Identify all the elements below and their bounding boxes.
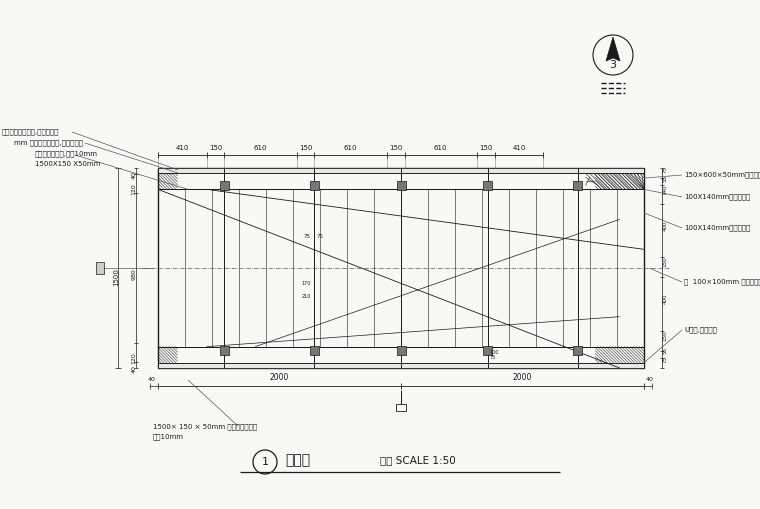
Text: 150×600×50mm椿子桩防腐木衬板,黑色漆饰: 150×600×50mm椿子桩防腐木衬板,黑色漆饰 xyxy=(684,172,760,178)
Text: 170: 170 xyxy=(302,281,311,286)
Bar xyxy=(158,168,644,368)
Text: 75: 75 xyxy=(303,234,311,239)
Polygon shape xyxy=(606,37,620,61)
Text: 3: 3 xyxy=(610,60,616,70)
Text: 桥栏杆防腐木护栏,黑色漆饰面: 桥栏杆防腐木护栏,黑色漆饰面 xyxy=(2,129,59,135)
Text: 400: 400 xyxy=(663,294,667,304)
Text: 1500: 1500 xyxy=(113,268,119,286)
Bar xyxy=(483,346,492,355)
Text: 2000: 2000 xyxy=(513,373,532,382)
Text: 中  100×100mm 椿子桩防腐木枋,黑色: 中 100×100mm 椿子桩防腐木枋,黑色 xyxy=(684,279,760,286)
Text: 75: 75 xyxy=(663,356,667,363)
Text: 140: 140 xyxy=(663,184,667,194)
Text: 120: 120 xyxy=(131,183,137,195)
Text: 980: 980 xyxy=(131,268,137,280)
Bar xyxy=(220,181,229,190)
Bar xyxy=(158,174,177,189)
Text: 610: 610 xyxy=(254,145,268,151)
Text: 610: 610 xyxy=(344,145,357,151)
Bar xyxy=(310,181,319,190)
Bar xyxy=(158,363,644,368)
Text: 210: 210 xyxy=(302,294,311,299)
Text: 150: 150 xyxy=(389,145,402,151)
Text: 100X140mm工字钢横梁: 100X140mm工字钢横梁 xyxy=(684,194,750,201)
Bar xyxy=(158,347,644,368)
Text: 150: 150 xyxy=(479,145,492,151)
Bar xyxy=(595,347,644,363)
Text: 比例 SCALE 1:50: 比例 SCALE 1:50 xyxy=(380,455,456,465)
Text: 150: 150 xyxy=(663,330,667,341)
Bar xyxy=(396,404,406,411)
Bar xyxy=(220,346,229,355)
Text: 150: 150 xyxy=(663,257,667,267)
Bar xyxy=(158,347,177,363)
Text: 55: 55 xyxy=(663,347,667,354)
Bar xyxy=(573,181,582,190)
Text: 100X140mm工字钢横梁: 100X140mm工字钢横梁 xyxy=(684,224,750,231)
Text: 410: 410 xyxy=(512,145,526,151)
Text: 610: 610 xyxy=(434,145,448,151)
Text: 75: 75 xyxy=(663,166,667,173)
Bar xyxy=(595,174,644,189)
Text: 1: 1 xyxy=(261,457,268,467)
Bar xyxy=(310,346,319,355)
Text: U型钢,螺栓固定: U型钢,螺栓固定 xyxy=(684,327,717,333)
Text: 75: 75 xyxy=(316,234,324,239)
Text: mm 椿子桩防腐木柱,黑色漆饰面: mm 椿子桩防腐木柱,黑色漆饰面 xyxy=(14,139,83,146)
Text: 1500X150 X50mm: 1500X150 X50mm xyxy=(35,161,100,167)
Text: 55: 55 xyxy=(663,175,667,182)
Bar xyxy=(573,346,582,355)
Text: 410: 410 xyxy=(176,145,189,151)
Text: 平面图: 平面图 xyxy=(285,453,310,467)
Bar xyxy=(158,168,644,174)
Text: 2000: 2000 xyxy=(270,373,290,382)
Text: 40: 40 xyxy=(148,377,156,382)
Bar xyxy=(483,181,492,190)
Bar xyxy=(96,262,104,274)
Bar xyxy=(158,168,644,189)
Text: 150: 150 xyxy=(299,145,312,151)
Text: 40: 40 xyxy=(131,365,137,373)
Text: 40: 40 xyxy=(131,171,137,179)
Text: 搭缝10mm: 搭缝10mm xyxy=(153,433,184,440)
Text: 400: 400 xyxy=(663,220,667,231)
Text: 椿子桩防腐木枋,搭缝10mm: 椿子桩防腐木枋,搭缝10mm xyxy=(35,151,98,157)
Text: 75: 75 xyxy=(489,355,496,360)
Bar xyxy=(397,181,406,190)
Text: 40: 40 xyxy=(646,377,654,382)
Text: 1500× 150 × 50mm 椿子桩防腐木条: 1500× 150 × 50mm 椿子桩防腐木条 xyxy=(153,423,257,430)
Text: 120: 120 xyxy=(131,353,137,364)
Bar xyxy=(397,346,406,355)
Text: 150: 150 xyxy=(209,145,222,151)
Text: 100: 100 xyxy=(489,350,499,355)
